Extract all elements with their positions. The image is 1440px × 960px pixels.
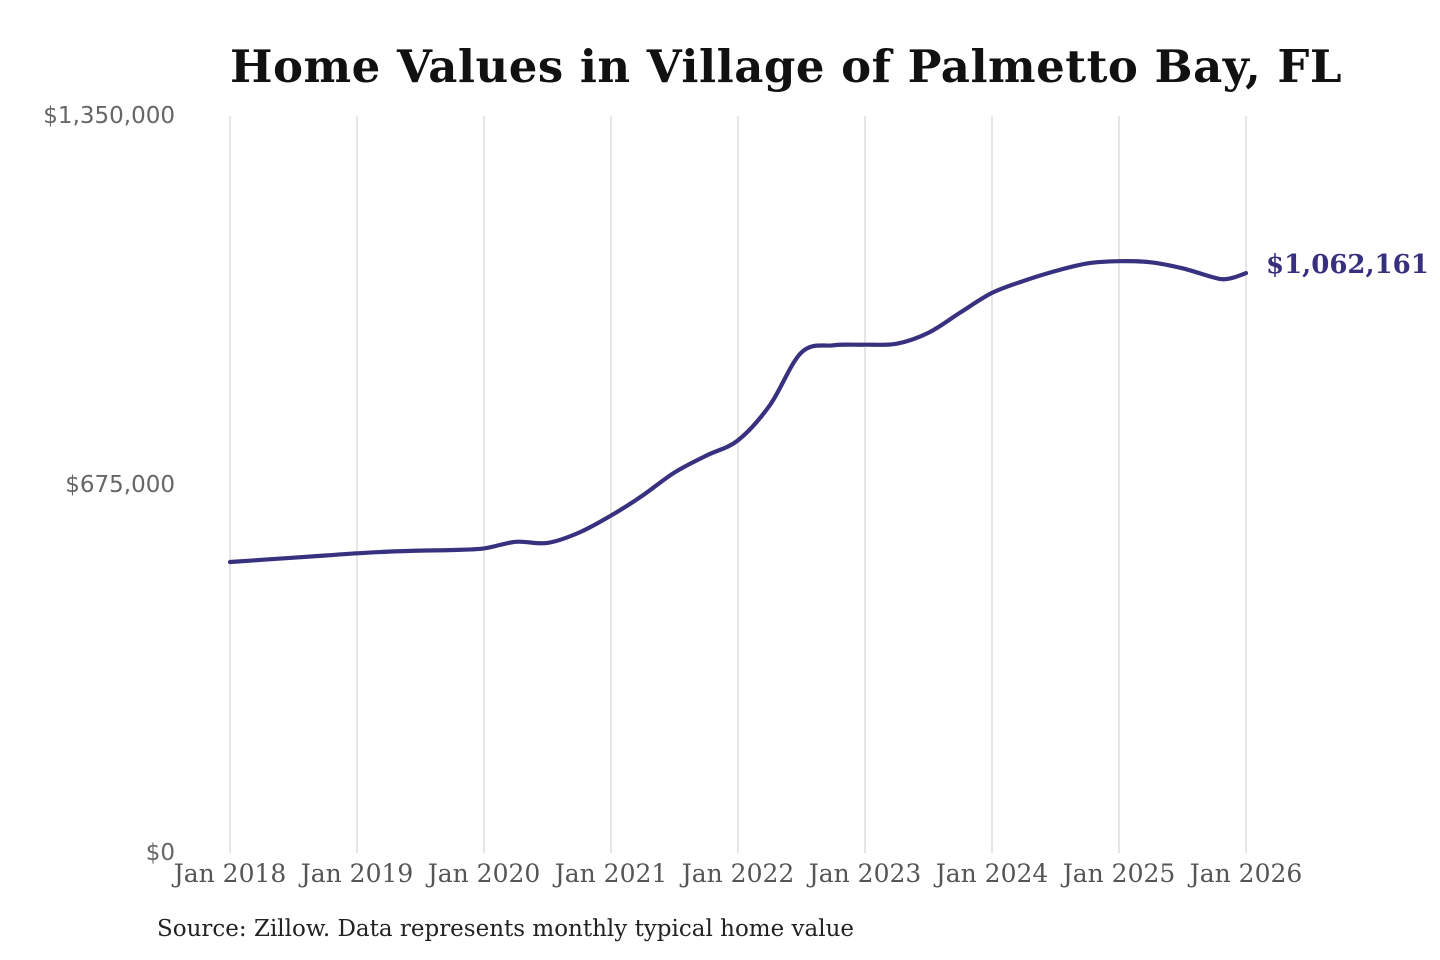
y-axis-tick-label: $675,000	[65, 471, 175, 498]
x-axis-tick-label: Jan 2024	[935, 859, 1049, 888]
x-axis-tick-label: Jan 2025	[1062, 859, 1176, 888]
source-note: Source: Zillow. Data represents monthly …	[157, 916, 855, 942]
home-value-line	[227, 259, 1249, 565]
x-axis-tick-label: Jan 2022	[681, 859, 795, 888]
y-axis-tick-label: $0	[145, 840, 175, 866]
x-axis-tick-label: Jan 2021	[554, 859, 668, 888]
y-axis: $1,350,000 $675,000 $0	[40, 0, 175, 960]
y-axis-tick-label: $1,350,000	[43, 103, 175, 129]
x-axis: Jan 2018 Jan 2019 Jan 2020 Jan 2021 Jan …	[174, 859, 1303, 893]
x-axis-tick-label: Jan 2020	[427, 859, 541, 888]
latest-value-label: $1,062,161	[1266, 250, 1429, 281]
x-axis-tick-label: Jan 2018	[173, 859, 287, 888]
chart-title: Home Values in Village of Palmetto Bay, …	[230, 40, 1343, 93]
x-axis-tick-label: Jan 2019	[300, 859, 414, 888]
x-axis-tick-label: Jan 2026	[1189, 859, 1303, 888]
x-axis-tick-label: Jan 2023	[808, 859, 922, 888]
